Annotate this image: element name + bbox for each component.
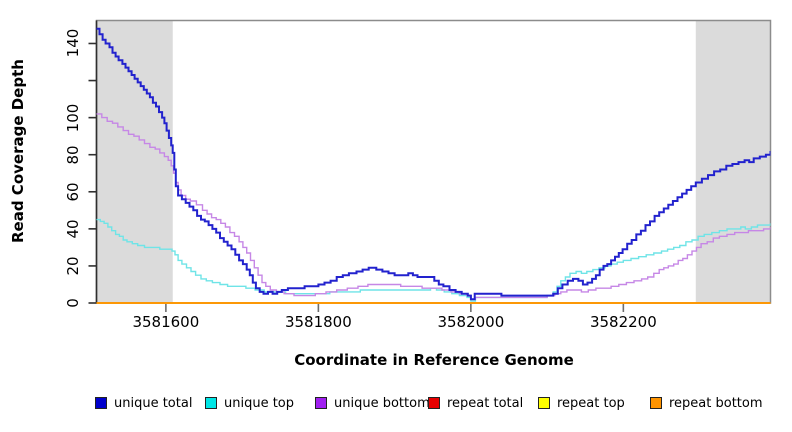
shaded-region-1	[695, 20, 771, 303]
legend-swatch-icon	[315, 397, 327, 409]
legend-label: unique bottom	[334, 395, 430, 411]
y-tick-label: 140	[64, 29, 82, 58]
x-tick-label: 3581800	[284, 313, 352, 331]
legend-swatch-icon	[95, 397, 107, 409]
legend-item-repeat-bottom: repeat bottom	[650, 395, 763, 411]
shaded-region-0	[96, 20, 173, 303]
legend-swatch-icon	[428, 397, 440, 409]
legend-item-unique-bottom: unique bottom	[315, 395, 430, 411]
series-line-unique-total	[96, 27, 771, 301]
legend-item-repeat-total: repeat total	[428, 395, 524, 411]
y-tick-label: 20	[64, 256, 82, 276]
y-tick-label: 80	[64, 145, 82, 165]
legend-swatch-icon	[650, 397, 662, 409]
series-line-unique-top	[96, 218, 771, 302]
legend-label: repeat bottom	[669, 395, 763, 411]
legend-label: unique top	[224, 395, 295, 411]
legend-label: repeat total	[447, 395, 524, 411]
y-tick-label: 60	[64, 182, 82, 202]
legend-label: repeat top	[557, 395, 625, 411]
y-tick-label: 100	[64, 103, 82, 132]
legend-swatch-icon	[538, 397, 550, 409]
y-tick-label: 0	[64, 298, 82, 308]
legend-item-unique-top: unique top	[205, 395, 295, 411]
legend-item-unique-total: unique total	[95, 395, 193, 411]
x-tick-label: 3581600	[132, 313, 200, 331]
x-tick-label: 3582000	[437, 313, 505, 331]
legend-swatch-icon	[205, 397, 217, 409]
legend-label: unique total	[114, 395, 193, 411]
plot-box	[95, 19, 772, 304]
y-tick-label: 40	[64, 219, 82, 239]
y-axis-title: Read Coverage Depth	[9, 59, 27, 243]
x-tick-label: 3582200	[589, 313, 657, 331]
x-axis-title: Coordinate in Reference Genome	[294, 351, 574, 369]
legend-item-repeat-top: repeat top	[538, 395, 625, 411]
series-line-unique-bottom	[96, 113, 771, 300]
